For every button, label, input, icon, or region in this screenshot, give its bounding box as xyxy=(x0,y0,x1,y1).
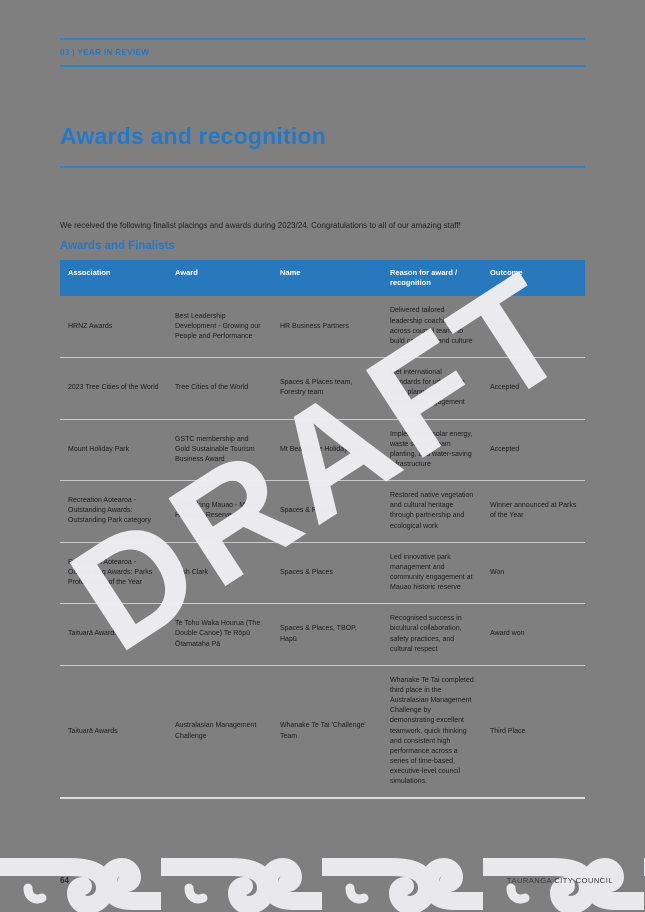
section-breadcrumb: 03 | YEAR IN REVIEW xyxy=(60,48,150,57)
cell-reason: Recognised success in bicultural collabo… xyxy=(382,603,482,666)
header-rule xyxy=(60,65,585,67)
page-title: Awards and recognition xyxy=(60,123,326,149)
intro-text: We received the following finalist placi… xyxy=(60,221,461,230)
header-cell-0: Association xyxy=(60,260,167,297)
cell-association: Mount Holiday Park xyxy=(60,418,167,481)
header-cell-4: Outcome xyxy=(482,260,585,297)
cell-award: Recloaking Mauao - Mauao Historical Rese… xyxy=(167,480,272,543)
cell-name: Mt Beachside Holiday Park xyxy=(272,418,382,481)
cell-reason: Delivered tailored leadership coaching a… xyxy=(390,307,473,345)
cell-association: HRNZ Awards xyxy=(68,322,113,330)
cell-reason: Led innovative park management and commu… xyxy=(382,541,482,604)
table-header-row: Association Award Name Reason for award / r… xyxy=(60,260,585,297)
cell-outcome: Accepted xyxy=(482,357,585,420)
page-number: 64 xyxy=(60,876,69,885)
table-row: Recreation Aotearoa - Outstanding Awards… xyxy=(60,480,585,543)
table-row: 2023 Tree Cities of the World Tree Cities… xyxy=(60,357,585,420)
cell-outcome: Winner announced at Parks of the Year xyxy=(482,480,585,543)
cell-award: GSTC membership and Gold Sustainable Tou… xyxy=(167,418,272,481)
header-cell-3: Reason for award / recognition xyxy=(382,260,482,297)
cell-reason: Implemented solar energy, waste sorting,… xyxy=(382,418,482,481)
cell-outcome: Won xyxy=(482,541,585,604)
cell-name: Spaces & Places xyxy=(272,480,382,543)
cell-award: Australasian Management Challenge xyxy=(167,664,272,800)
table-row: HRNZ Awards Best Leadership Development -… xyxy=(60,296,585,357)
koru-pattern-icon xyxy=(0,855,645,912)
header-cell-1: Award xyxy=(167,260,272,297)
cell-name: HR Business Partners xyxy=(280,322,349,330)
cell-outcome: Accepted xyxy=(482,418,585,481)
section-title: Awards and Finalists xyxy=(60,240,175,253)
table-row: Recreation Aotearoa - Outstanding Awards… xyxy=(60,541,585,604)
cell-association: 2023 Tree Cities of the World xyxy=(60,357,167,420)
cell-award: Tree Cities of the World xyxy=(167,357,272,420)
cell-award: Te Tohu Waka Hourua (The Double Canoe) T… xyxy=(167,603,272,666)
top-rule xyxy=(60,38,585,40)
cell-outcome: Finalist xyxy=(490,322,513,330)
cell-award: Best Leadership Development - Growing ou… xyxy=(175,312,261,340)
cell-outcome: Third Place xyxy=(482,664,585,800)
footer-band xyxy=(0,855,645,912)
cell-association: Taituarā Awards xyxy=(60,603,167,666)
cell-name: Spaces & Places team, Forestry team xyxy=(272,357,382,420)
council-name: TAURANGA CITY COUNCIL xyxy=(506,876,613,885)
cell-reason: Restored native vegetation and cultural … xyxy=(382,480,482,543)
cell-name: Spaces & Places xyxy=(272,541,382,604)
cell-association: Taituarā Awards xyxy=(60,664,167,800)
table-row: Mount Holiday Park GSTC membership and Go… xyxy=(60,418,585,481)
cell-reason: Met international standards for urban tr… xyxy=(382,357,482,420)
cell-association: Recreation Aotearoa - Outstanding Awards… xyxy=(60,541,167,604)
page-content: 03 | YEAR IN REVIEW Awards and recogniti… xyxy=(60,0,585,800)
table-row: Taituarā Awards Te Tohu Waka Hourua (The … xyxy=(60,603,585,666)
cell-association: Recreation Aotearoa - Outstanding Awards… xyxy=(60,480,167,543)
cell-name: Spaces & Places, TBOP, Hapū xyxy=(272,603,382,666)
cell-name: Whanake Te Tai 'Challenge' Team xyxy=(272,664,382,800)
cell-award: Josh Clark xyxy=(167,541,272,604)
title-rule xyxy=(60,166,585,168)
header-cell-2: Name xyxy=(272,260,382,297)
cell-outcome: Award won xyxy=(482,603,585,666)
awards-table: Association Award Name Reason for award / r… xyxy=(60,260,585,800)
cell-reason: Whanake Te Tai completed third place in … xyxy=(382,664,482,800)
table-row: Taituarā Awards Australasian Management C… xyxy=(60,664,585,800)
